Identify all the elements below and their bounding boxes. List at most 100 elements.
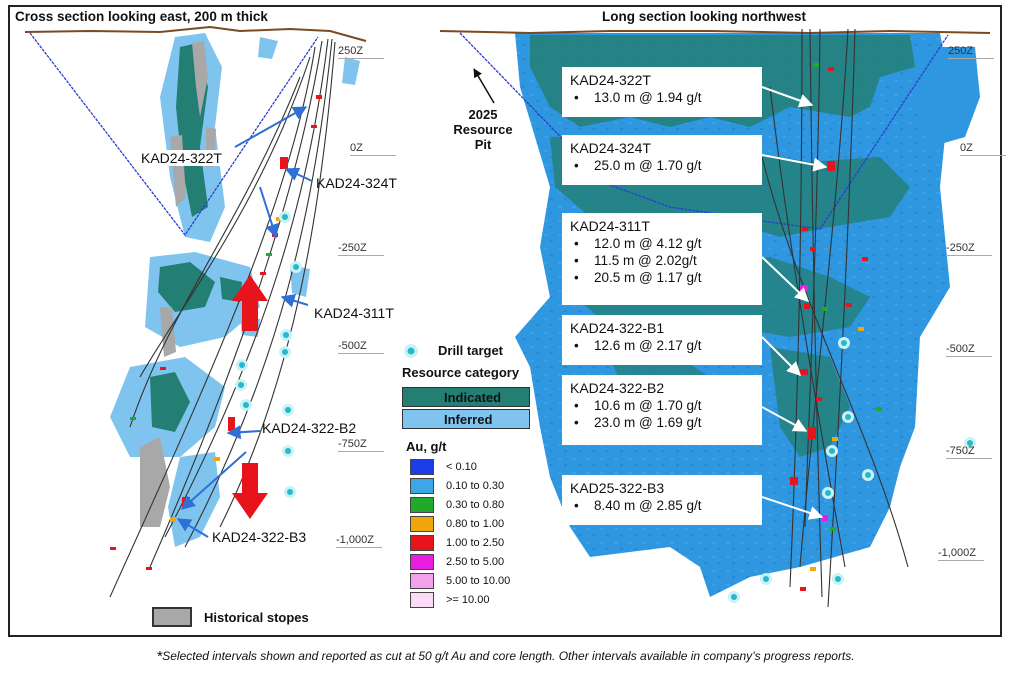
left-topography-line xyxy=(24,25,367,42)
right-elev-label: 250Z xyxy=(948,45,994,59)
left-elev-label: -750Z xyxy=(338,438,384,452)
right-inferred-lobe xyxy=(910,47,980,147)
au-class-row: 5.00 to 10.00 xyxy=(410,572,542,591)
left-elev-label: 250Z xyxy=(338,45,384,59)
au-class-row: 0.80 to 1.00 xyxy=(410,515,542,534)
interval-text: 23.0 m @ 1.69 g/t xyxy=(594,415,702,430)
au-label: >= 10.00 xyxy=(446,594,490,606)
callout-kad24-324t: KAD24-324T xyxy=(316,175,397,191)
interval-text: 20.5 m @ 1.17 g/t xyxy=(594,270,702,285)
interval-text: 13.0 m @ 1.94 g/t xyxy=(594,90,702,105)
right-topography-line xyxy=(439,29,991,35)
arrow-up-red xyxy=(232,275,268,331)
legend-indicated: Indicated xyxy=(402,387,532,409)
intercept-interval: • 8.40 m @ 2.85 g/t xyxy=(574,498,702,513)
legend-resource-heading: Resource category xyxy=(402,365,520,380)
au-class-row: >= 10.00 xyxy=(410,591,542,610)
intercept-name: KAD24-311T xyxy=(570,218,650,234)
pit-label-line: Resource xyxy=(453,122,513,137)
indicated-label: Indicated xyxy=(444,390,502,405)
intercept-interval: • 12.0 m @ 4.12 g/t xyxy=(574,236,702,251)
right-drill-targets xyxy=(728,337,976,603)
intercept-name: KAD24-322T xyxy=(570,72,651,88)
au-class-row: 2.50 to 5.00 xyxy=(410,553,542,572)
callout-kad24-322t: KAD24-322T xyxy=(139,150,224,166)
inferred-swatch xyxy=(402,409,530,429)
callout-kad24-311t: KAD24-311T xyxy=(314,305,394,321)
au-swatch xyxy=(410,535,434,551)
historical-stopes-label: Historical stopes xyxy=(204,610,309,625)
intercept-box: KAD24-322T • 13.0 m @ 1.94 g/t xyxy=(562,67,762,117)
drill-target-icon xyxy=(404,344,418,358)
figure-frame: Cross section looking east, 200 m thick … xyxy=(8,5,1002,637)
intercept-box: KAD24-322-B1 • 12.6 m @ 2.17 g/t xyxy=(562,315,762,365)
intercept-interval: • 10.6 m @ 1.70 g/t xyxy=(574,398,702,413)
pit-label-line: 2025 xyxy=(468,107,498,122)
intercept-interval: • 25.0 m @ 1.70 g/t xyxy=(574,158,702,173)
intercept-interval: • 11.5 m @ 2.02g/t xyxy=(574,253,697,268)
au-swatch xyxy=(410,516,434,532)
pit-pointer-arrow xyxy=(473,68,495,104)
left-drill-targets xyxy=(235,211,302,498)
left-section-title: Cross section looking east, 200 m thick xyxy=(15,9,268,24)
interval-text: 10.6 m @ 1.70 g/t xyxy=(594,398,702,413)
au-class-row: 0.10 to 0.30 xyxy=(410,477,542,496)
arrow-down-red xyxy=(232,463,268,519)
right-elev-label: -250Z xyxy=(946,242,992,256)
left-elev-label: -500Z xyxy=(338,340,384,354)
au-class-row: 1.00 to 2.50 xyxy=(410,534,542,553)
intercept-name: KAD24-324T xyxy=(570,140,651,156)
interval-text: 25.0 m @ 1.70 g/t xyxy=(594,158,702,173)
right-section-title: Long section looking northwest xyxy=(602,9,806,24)
au-label: < 0.10 xyxy=(446,461,477,473)
au-swatch xyxy=(410,459,434,475)
intercept-box: KAD24-324T • 25.0 m @ 1.70 g/t xyxy=(562,135,762,185)
legend-inferred: Inferred xyxy=(402,409,532,431)
intercept-interval: • 13.0 m @ 1.94 g/t xyxy=(574,90,702,105)
intercept-name: KAD24-322-B2 xyxy=(570,380,665,396)
right-elev-label: 0Z xyxy=(960,142,1006,156)
interval-text: 8.40 m @ 2.85 g/t xyxy=(594,498,702,513)
intercept-interval: • 12.6 m @ 2.17 g/t xyxy=(574,338,702,353)
callout-kad24-322-b3: KAD24-322-B3 xyxy=(212,529,307,545)
intercept-name: KAD24-322-B1 xyxy=(570,320,665,336)
intercept-interval: • 23.0 m @ 1.69 g/t xyxy=(574,415,702,430)
au-swatch xyxy=(410,497,434,513)
intercept-name: KAD25-322-B3 xyxy=(570,480,665,496)
callout-kad24-322-b2: KAD24-322-B2 xyxy=(262,420,357,436)
au-label: 0.30 to 0.80 xyxy=(446,499,505,511)
footnote: *Selected intervals shown and reported a… xyxy=(0,648,1011,665)
footnote-text: Selected intervals shown and reported as… xyxy=(162,649,855,663)
left-elev-label: 0Z xyxy=(350,142,396,156)
interval-text: 12.0 m @ 4.12 g/t xyxy=(594,236,702,251)
interval-text: 11.5 m @ 2.02g/t xyxy=(594,253,697,268)
interval-text: 12.6 m @ 2.17 g/t xyxy=(594,338,702,353)
right-callout-arrows xyxy=(761,86,828,520)
au-swatch xyxy=(410,573,434,589)
au-swatch xyxy=(410,478,434,494)
au-swatch xyxy=(410,554,434,570)
intercept-box: KAD24-311T • 12.0 m @ 4.12 g/t • 11.5 m @ … xyxy=(562,213,762,305)
au-label: 1.00 to 2.50 xyxy=(446,537,505,549)
left-elev-label: -1,000Z xyxy=(336,534,382,548)
left-cross-section xyxy=(24,25,367,598)
au-label: 0.80 to 1.00 xyxy=(446,518,505,530)
pit-label-line: Pit xyxy=(474,137,492,152)
legend-drill-target-label: Drill target xyxy=(438,343,504,358)
intercept-box: KAD24-322-B2 • 10.6 m @ 1.70 g/t • 23.0 m … xyxy=(562,375,762,445)
au-label: 5.00 to 10.00 xyxy=(446,575,511,587)
au-class-row: < 0.10 xyxy=(410,458,542,477)
au-label: 0.10 to 0.30 xyxy=(446,480,505,492)
intercept-box: KAD25-322-B3 • 8.40 m @ 2.85 g/t xyxy=(562,475,762,525)
left-callout-arrows xyxy=(176,106,313,538)
indicated-swatch xyxy=(402,387,530,407)
au-class-row: 0.30 to 0.80 xyxy=(410,496,542,515)
intercept-interval: • 20.5 m @ 1.17 g/t xyxy=(574,270,702,285)
resource-pit-label: 2025 Resource Pit xyxy=(453,107,513,152)
right-elev-label: -1,000Z xyxy=(938,547,984,561)
left-resource-pit-outline xyxy=(29,32,319,237)
au-swatch xyxy=(410,592,434,608)
legend-historical-stopes: Historical stopes xyxy=(152,607,332,629)
footnote-asterisk: * xyxy=(156,648,163,665)
left-elev-label: -250Z xyxy=(338,242,384,256)
